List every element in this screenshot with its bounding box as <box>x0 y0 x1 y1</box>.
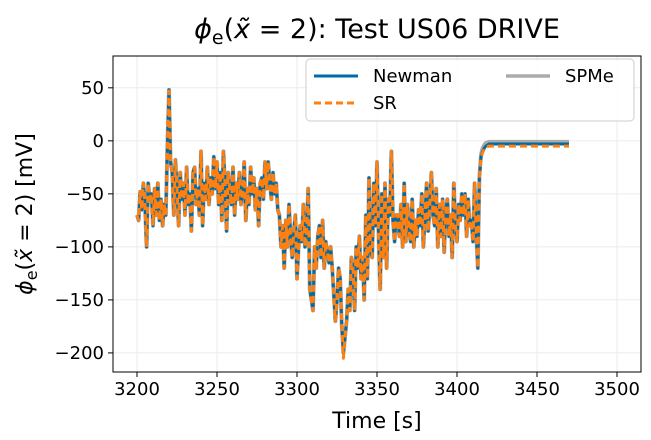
x-tick-label: 3250 <box>194 379 240 400</box>
title-subscript: e <box>212 27 224 49</box>
x-tick-label: 3350 <box>354 379 400 400</box>
legend-label-spme: SPMe <box>565 66 614 87</box>
legend-label-newman: Newman <box>373 66 452 87</box>
x-tick-label: 3450 <box>514 379 560 400</box>
y-tick-label: 50 <box>81 78 104 99</box>
x-tick-label: 3500 <box>594 379 640 400</box>
ylabel-phi: ϕ <box>13 280 38 295</box>
title-open-paren: ( <box>224 14 235 45</box>
y-tick-label: −50 <box>66 184 104 205</box>
title-phi: ϕ <box>194 14 212 45</box>
series-layer <box>135 87 569 360</box>
title-xtilde: x̃ <box>233 14 251 45</box>
legend: Newman SR SPMe <box>305 58 635 122</box>
title-rest: = 2): Test US06 DRIVE <box>250 14 560 45</box>
ticks: 3200 3250 3300 3350 3400 3450 3500 −200 −150 −100… <box>55 78 640 400</box>
series-sr-line <box>135 89 569 360</box>
y-axis-label: ϕe(x̃ = 2) [mV] <box>13 133 41 295</box>
ylabel-open-paren: ( <box>13 262 38 271</box>
y-tick-label: 0 <box>93 131 104 152</box>
y-tick-label: −150 <box>55 290 104 311</box>
x-tick-label: 3200 <box>114 379 160 400</box>
ylabel-subscript: e <box>22 270 41 280</box>
y-tick-label: −200 <box>55 343 104 364</box>
legend-box <box>305 58 635 122</box>
legend-label-sr: SR <box>373 93 397 114</box>
x-axis-label: Time [s] <box>331 409 421 434</box>
ylabel-rest: = 2) [mV] <box>13 133 38 249</box>
x-tick-label: 3400 <box>434 379 480 400</box>
chart-title: ϕe(x̃ = 2): Test US06 DRIVE <box>194 14 560 49</box>
y-tick-label: −100 <box>55 237 104 258</box>
x-tick-label: 3300 <box>274 379 320 400</box>
ylabel-xtilde: x̃ <box>13 248 38 263</box>
